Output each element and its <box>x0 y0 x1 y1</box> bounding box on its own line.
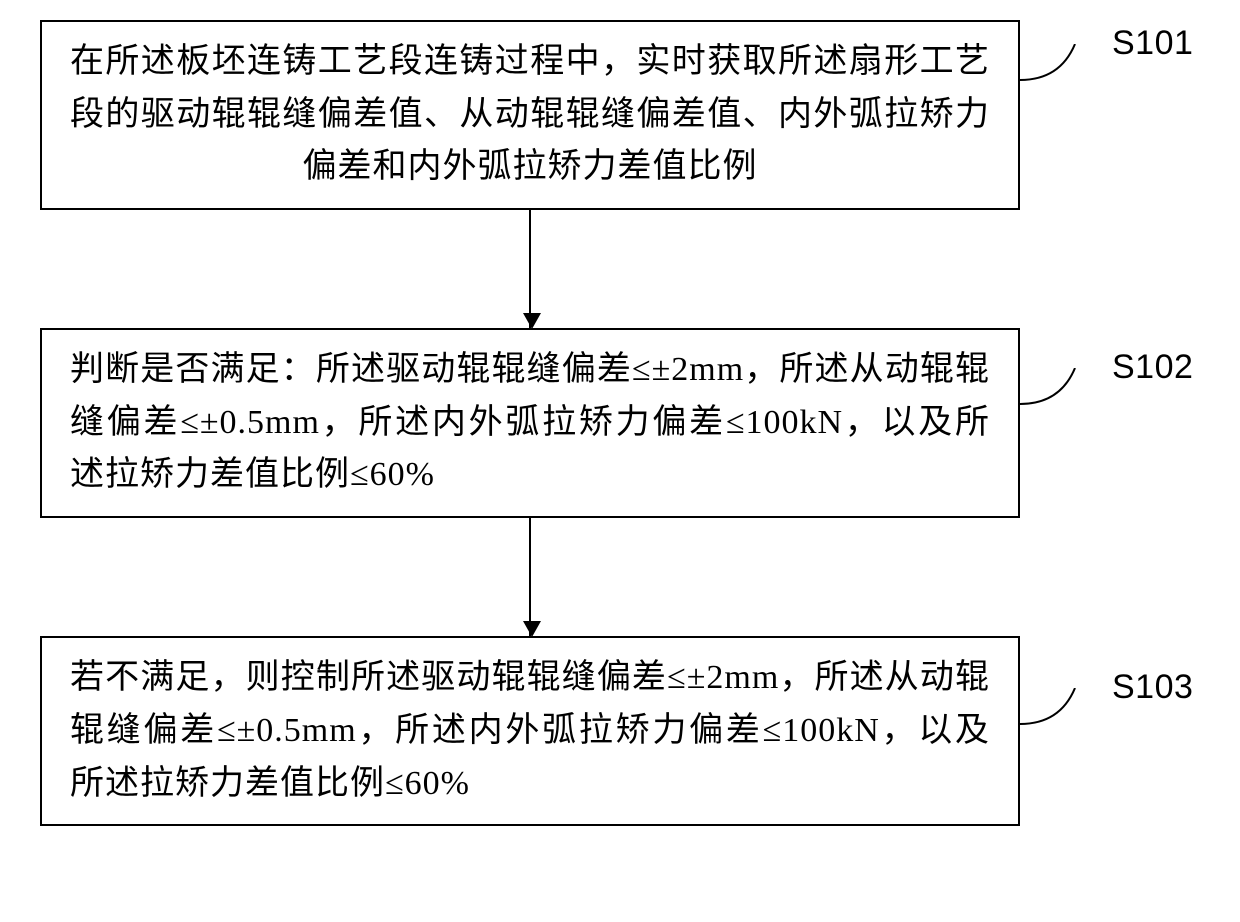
flow-step-s101-text: 在所述板坯连铸工艺段连铸过程中，实时获取所述扇形工艺段的驱动辊辊缝偏差值、从动辊… <box>70 36 990 194</box>
flow-step-s103-label: S103 <box>1112 668 1193 707</box>
flowchart-container: 在所述板坯连铸工艺段连铸过程中，实时获取所述扇形工艺段的驱动辊辊缝偏差值、从动辊… <box>40 20 1200 826</box>
flow-step-s103: 若不满足，则控制所述驱动辊辊缝偏差≤±2mm，所述从动辊辊缝偏差≤±0.5mm，… <box>40 636 1020 826</box>
flow-step-s102: 判断是否满足：所述驱动辊辊缝偏差≤±2mm，所述从动辊辊缝偏差≤±0.5mm，所… <box>40 328 1020 518</box>
flow-step-s103-hook <box>1020 688 1110 748</box>
flow-step-s101-hook <box>1020 44 1110 104</box>
flow-step-s102-text: 判断是否满足：所述驱动辊辊缝偏差≤±2mm，所述从动辊辊缝偏差≤±0.5mm，所… <box>70 344 990 502</box>
flow-connector-1-line <box>529 210 531 328</box>
flow-step-s103-text: 若不满足，则控制所述驱动辊辊缝偏差≤±2mm，所述从动辊辊缝偏差≤±0.5mm，… <box>70 652 990 810</box>
flow-connector-2 <box>40 518 1020 636</box>
flow-connector-1 <box>40 210 1020 328</box>
flow-step-s101: 在所述板坯连铸工艺段连铸过程中，实时获取所述扇形工艺段的驱动辊辊缝偏差值、从动辊… <box>40 20 1020 210</box>
flow-step-s101-label: S101 <box>1112 24 1193 63</box>
flow-connector-2-line <box>529 518 531 636</box>
arrow-down-icon <box>523 621 541 637</box>
flow-step-s102-label: S102 <box>1112 348 1193 387</box>
flow-step-s102-hook <box>1020 368 1110 428</box>
arrow-down-icon <box>523 313 541 329</box>
